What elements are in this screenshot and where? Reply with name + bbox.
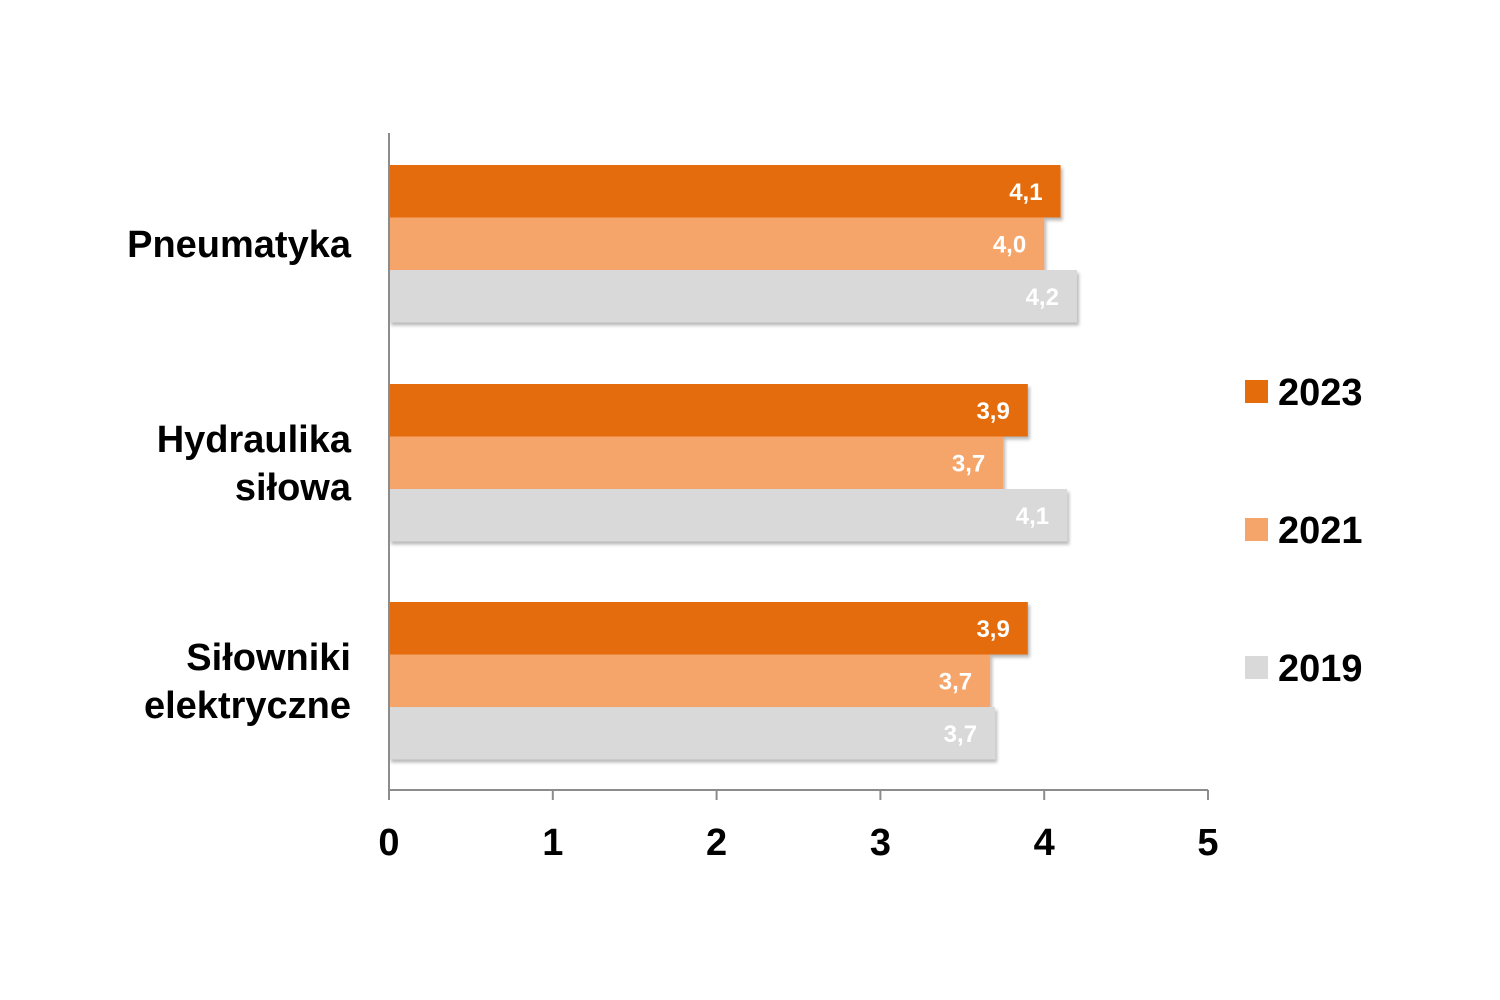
legend-label-2021: 2021 — [1278, 510, 1363, 552]
bar-2019-1 — [389, 489, 1068, 542]
bars-group: 4,1 3,9 3,9 4,0 3,7 3,7 4,2 4,1 3,7 — [389, 165, 1077, 760]
category-label-1-1: siłowa — [235, 467, 352, 509]
data-label-2023-0: 4,1 — [1009, 179, 1042, 206]
bar-2019-0 — [389, 270, 1077, 323]
data-label-2019-0: 4,2 — [1026, 284, 1059, 311]
category-label-1-0: Hydraulika — [157, 419, 352, 461]
data-label-2023-1: 3,9 — [976, 398, 1009, 425]
data-label-2019-1: 4,1 — [1016, 503, 1049, 530]
bar-2019-2 — [389, 707, 996, 760]
data-label-2023-2: 3,9 — [976, 616, 1009, 643]
bar-2023-0 — [389, 165, 1061, 218]
data-label-2021-0: 4,0 — [993, 231, 1026, 258]
legend: 2023 2021 2019 — [1245, 372, 1363, 690]
legend-label-2019: 2019 — [1278, 648, 1363, 690]
category-label-0-0: Pneumatyka — [127, 224, 352, 266]
bar-2023-1 — [389, 384, 1028, 437]
bar-2021-0 — [389, 217, 1045, 270]
data-label-2019-2: 3,7 — [944, 721, 977, 748]
legend-swatch-2023 — [1245, 380, 1268, 403]
legend-label-2023: 2023 — [1278, 372, 1363, 414]
x-tick-label-4: 4 — [1034, 822, 1055, 864]
category-labels: Pneumatyka Hydraulika siłowa Siłowniki elekt… — [127, 224, 352, 727]
legend-swatch-2019 — [1245, 656, 1268, 679]
data-label-2021-2: 3,7 — [939, 668, 972, 695]
x-tick-label-0: 0 — [378, 822, 399, 864]
x-tick-label-1: 1 — [542, 822, 563, 864]
bar-2023-2 — [389, 602, 1028, 655]
category-label-2-0: Siłowniki — [186, 637, 351, 679]
x-tick-label-2: 2 — [706, 822, 727, 864]
bar-2021-2 — [389, 654, 991, 707]
legend-swatch-2021 — [1245, 518, 1268, 541]
x-tick-label-5: 5 — [1197, 822, 1218, 864]
tick-labels: 0 1 2 3 4 5 — [378, 822, 1218, 864]
bar-2021-1 — [389, 436, 1004, 489]
data-label-2021-1: 3,7 — [952, 450, 985, 477]
x-tick-label-3: 3 — [870, 822, 891, 864]
axes-group — [388, 133, 1209, 800]
category-label-2-1: elektryczne — [144, 685, 351, 727]
